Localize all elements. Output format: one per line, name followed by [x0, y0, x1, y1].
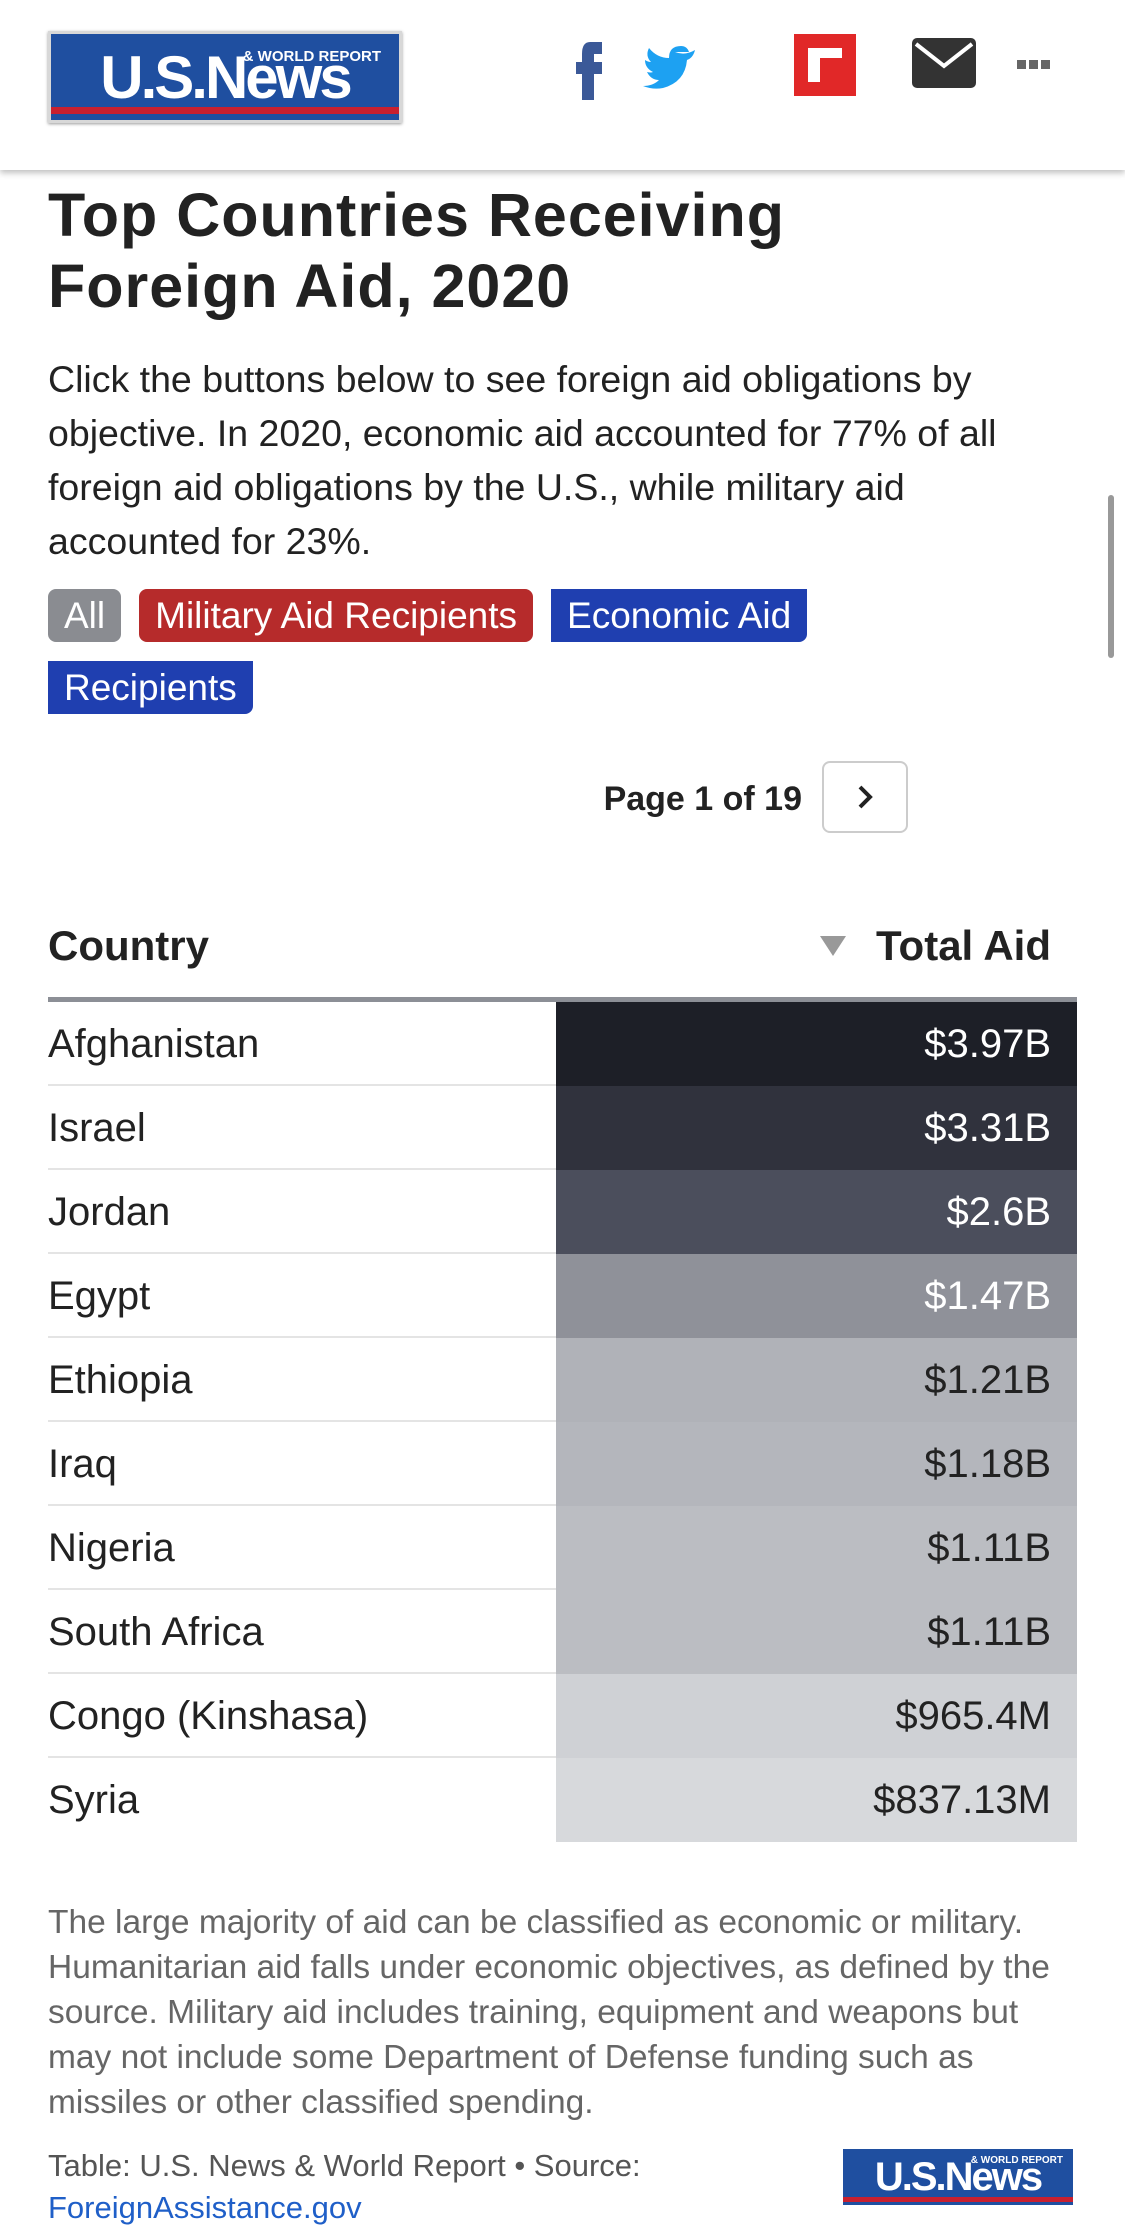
logo-stripe	[843, 2197, 1073, 2202]
country-cell: Israel	[48, 1086, 556, 1170]
logo-tagline: & WORLD REPORT	[970, 2155, 1063, 2166]
country-cell: Jordan	[48, 1170, 556, 1254]
country-cell: South Africa	[48, 1590, 556, 1674]
country-cell: Nigeria	[48, 1506, 556, 1590]
twitter-icon[interactable]	[643, 46, 695, 89]
more-icon[interactable]	[1017, 60, 1050, 69]
aid-cell: $3.31B	[556, 1086, 1077, 1170]
filter-button[interactable]: All	[48, 589, 122, 642]
next-page-button[interactable]	[822, 761, 908, 833]
country-cell: Congo (Kinshasa)	[48, 1674, 556, 1758]
filter-buttons: All Military Aid Recipients Economic Aid R…	[48, 580, 983, 724]
column-header[interactable]: Country	[48, 922, 209, 969]
sort-icon[interactable]	[820, 934, 846, 956]
facebook-icon[interactable]	[576, 42, 602, 100]
logo[interactable]: & WORLD REPORT U.S.News	[48, 31, 402, 123]
aid-cell: $1.47B	[556, 1254, 1077, 1338]
aid-cell: $1.18B	[556, 1422, 1077, 1506]
aid-cell: $1.11B	[556, 1506, 1077, 1590]
column-header[interactable]: Total Aid	[876, 922, 1051, 969]
title: Top Countries Receiving Foreign Aid, 202…	[48, 181, 786, 320]
aid-cell: $2.6B	[556, 1170, 1077, 1254]
country-cell: Ethiopia	[48, 1338, 556, 1422]
country-cell: Afghanistan	[48, 1002, 556, 1086]
country-cell: Iraq	[48, 1422, 556, 1506]
pagination-label: Page 1 of 19	[603, 780, 802, 818]
aid-cell: $1.21B	[556, 1338, 1077, 1422]
flipboard-icon[interactable]	[794, 34, 856, 96]
aid-cell: $1.11B	[556, 1590, 1077, 1674]
logo-name: U.S.News	[874, 2155, 1043, 2199]
logo-tagline: & WORLD REPORT	[242, 48, 381, 65]
logo-stripe	[51, 107, 399, 114]
top-bar: & WORLD REPORT U.S.News	[0, 0, 1125, 170]
source: Table: U.S. News & World Report • Source…	[48, 2145, 808, 2229]
chevron	[858, 785, 873, 809]
header-rule	[48, 997, 1077, 1002]
scrollbar[interactable]	[1108, 495, 1114, 658]
country-cell: Syria	[48, 1778, 140, 1822]
logo-name: U.S.News	[100, 44, 352, 111]
share-icons	[576, 34, 1050, 100]
country-cell: Egypt	[48, 1254, 556, 1338]
filter-button[interactable]: Military Aid Recipients	[139, 589, 534, 642]
footer-logo: & WORLD REPORT U.S.News	[843, 2149, 1073, 2205]
aid-cell: $965.4M	[556, 1674, 1077, 1758]
description: Click the buttons below to see foreign a…	[48, 358, 997, 562]
email-icon[interactable]	[912, 38, 976, 88]
aid-cell: $837.13M	[556, 1758, 1077, 1842]
source-text: Table: U.S. News & World Report • Source…	[48, 2148, 641, 2183]
source-link[interactable]: ForeignAssistance.gov	[48, 2190, 362, 2225]
aid-cell: $3.97B	[556, 1002, 1077, 1086]
footnote: The large majority of aid can be classif…	[48, 1904, 1050, 2121]
